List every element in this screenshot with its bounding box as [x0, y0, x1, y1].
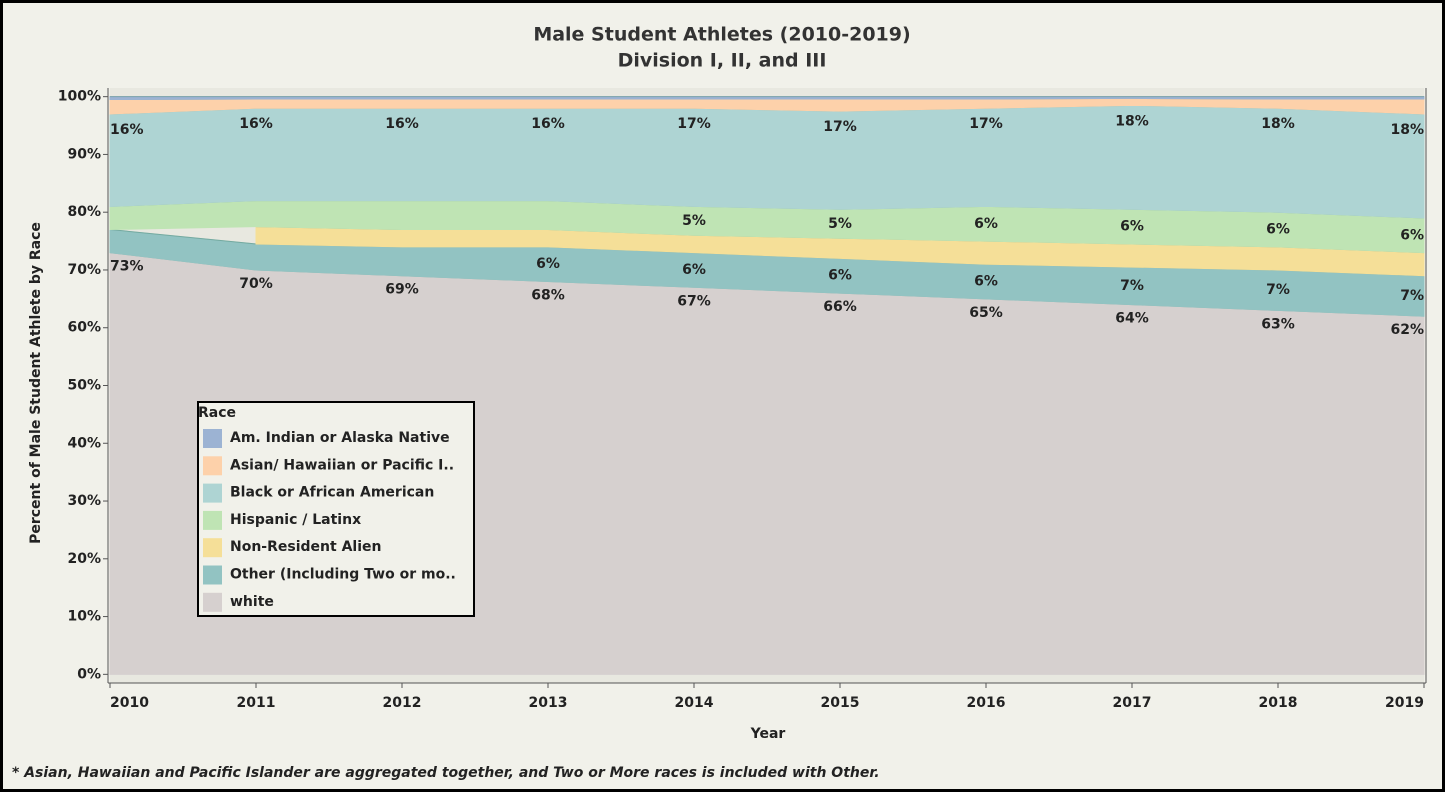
y-tick-label: 40%	[67, 435, 101, 451]
data-label: 68%	[531, 288, 565, 304]
y-tick-label: 50%	[67, 378, 101, 394]
data-label: 63%	[1261, 316, 1295, 332]
legend-label: white	[230, 594, 274, 610]
data-label: 62%	[1390, 322, 1424, 338]
data-label: 7%	[1266, 282, 1290, 298]
data-label: 64%	[1115, 311, 1149, 327]
data-label: 6%	[828, 268, 852, 284]
data-label: 16%	[385, 116, 419, 132]
data-label: 69%	[385, 282, 419, 298]
y-tick-label: 70%	[67, 262, 101, 278]
chart-subtitle: Division I, II, and III	[618, 50, 827, 72]
legend-label: Other (Including Two or mo..	[230, 567, 456, 583]
x-tick-label: 2018	[1259, 695, 1298, 711]
x-tick-label: 2011	[237, 695, 276, 711]
data-label: 18%	[1115, 113, 1149, 129]
x-tick-label: 2015	[821, 695, 860, 711]
legend-swatch	[203, 510, 222, 530]
x-tick-label: 2012	[383, 695, 422, 711]
data-label: 66%	[823, 299, 857, 315]
data-label: 18%	[1261, 116, 1295, 132]
y-tick-label: 0%	[77, 666, 101, 682]
data-label: 65%	[969, 305, 1003, 321]
legend-box	[197, 401, 475, 617]
data-label: 18%	[1390, 122, 1424, 138]
legend-label: Am. Indian or Alaska Native	[230, 430, 450, 446]
legend-label: Black or African American	[230, 485, 434, 501]
data-label: 17%	[823, 119, 857, 135]
legend-label: Hispanic / Latinx	[230, 512, 361, 528]
legend-swatch	[203, 483, 222, 503]
data-label: 6%	[974, 216, 998, 232]
x-tick-label: 2013	[529, 695, 568, 711]
y-tick-label: 10%	[67, 609, 101, 625]
data-label: 5%	[828, 216, 852, 232]
data-label: 6%	[1120, 219, 1144, 235]
x-axis-label: Year	[750, 726, 786, 742]
legend-swatch	[203, 429, 222, 448]
data-label: 17%	[969, 116, 1003, 132]
legend-swatch	[203, 592, 222, 612]
y-axis-label: Percent of Male Student Athlete by Race	[28, 222, 44, 544]
y-tick-label: 90%	[67, 146, 101, 162]
y-tick-label: 30%	[67, 493, 101, 509]
data-label: 16%	[531, 116, 565, 132]
legend-title: Race	[198, 405, 236, 421]
legend-swatch	[203, 565, 222, 585]
data-label: 6%	[1266, 222, 1290, 238]
area	[109, 104, 1425, 219]
data-label: 6%	[682, 262, 706, 278]
legend-label: Asian/ Hawaiian or Pacific I..	[230, 457, 454, 473]
legend: Race Am. Indian or Alaska Native Asian/ Ha…	[197, 401, 475, 617]
data-label: 6%	[536, 256, 560, 272]
legend-swatch	[203, 538, 222, 558]
x-tick-label: 2017	[1113, 695, 1152, 711]
y-tick-label: 100%	[58, 89, 101, 105]
data-label: 16%	[110, 122, 144, 138]
y-tick-label: 20%	[67, 551, 101, 567]
data-label: 70%	[239, 276, 273, 292]
y-tick-label: 60%	[67, 320, 101, 336]
x-tick-label: 2019	[1385, 695, 1424, 711]
data-label: 5%	[682, 213, 706, 229]
x-tick-label: 2016	[967, 695, 1006, 711]
legend-label: Non-Resident Alien	[230, 539, 381, 555]
data-label: 73%	[110, 259, 144, 275]
data-label: 7%	[1120, 278, 1144, 294]
x-tick-label: 2010	[110, 695, 149, 711]
y-tick-label: 80%	[67, 204, 101, 220]
legend-swatch	[203, 456, 222, 476]
data-label: 6%	[1400, 227, 1424, 243]
data-label: 67%	[677, 293, 711, 309]
area	[109, 96, 1425, 101]
data-label: 16%	[239, 116, 273, 132]
chart-title: Male Student Athletes (2010-2019)	[533, 24, 910, 46]
footnote: * Asian, Hawaiian and Pacific Islander a…	[12, 765, 880, 781]
x-tick-label: 2014	[675, 695, 714, 711]
data-label: 6%	[974, 274, 998, 290]
data-label: 7%	[1400, 288, 1424, 304]
data-label: 17%	[677, 116, 711, 132]
